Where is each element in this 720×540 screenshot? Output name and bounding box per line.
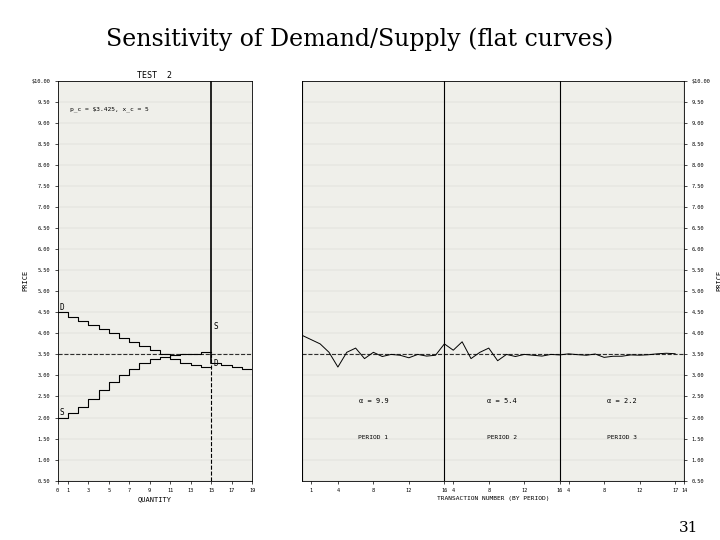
Text: PERIOD 2: PERIOD 2: [487, 435, 517, 440]
Text: PERIOD 3: PERIOD 3: [607, 435, 637, 440]
Text: p_c = $3.425, x_c = 5: p_c = $3.425, x_c = 5: [70, 106, 148, 112]
Text: α = 9.9: α = 9.9: [359, 398, 388, 404]
X-axis label: QUANTITY: QUANTITY: [138, 496, 172, 502]
Text: PERIOD 1: PERIOD 1: [359, 435, 388, 440]
X-axis label: TRANSACTION NUMBER (BY PERIOD): TRANSACTION NUMBER (BY PERIOD): [437, 496, 549, 501]
Y-axis label: PRICE: PRICE: [22, 270, 28, 292]
Text: Sensitivity of Demand/Supply (flat curves): Sensitivity of Demand/Supply (flat curve…: [107, 27, 613, 51]
Y-axis label: PRICE: PRICE: [716, 270, 720, 292]
Text: D: D: [213, 359, 217, 368]
Text: S: S: [213, 322, 217, 331]
Text: 31: 31: [679, 521, 698, 535]
Text: α = 2.2: α = 2.2: [607, 398, 636, 404]
Text: α = 5.4: α = 5.4: [487, 398, 517, 404]
Text: D: D: [60, 303, 64, 312]
Title: TEST  2: TEST 2: [138, 71, 172, 80]
Text: S: S: [60, 408, 64, 417]
